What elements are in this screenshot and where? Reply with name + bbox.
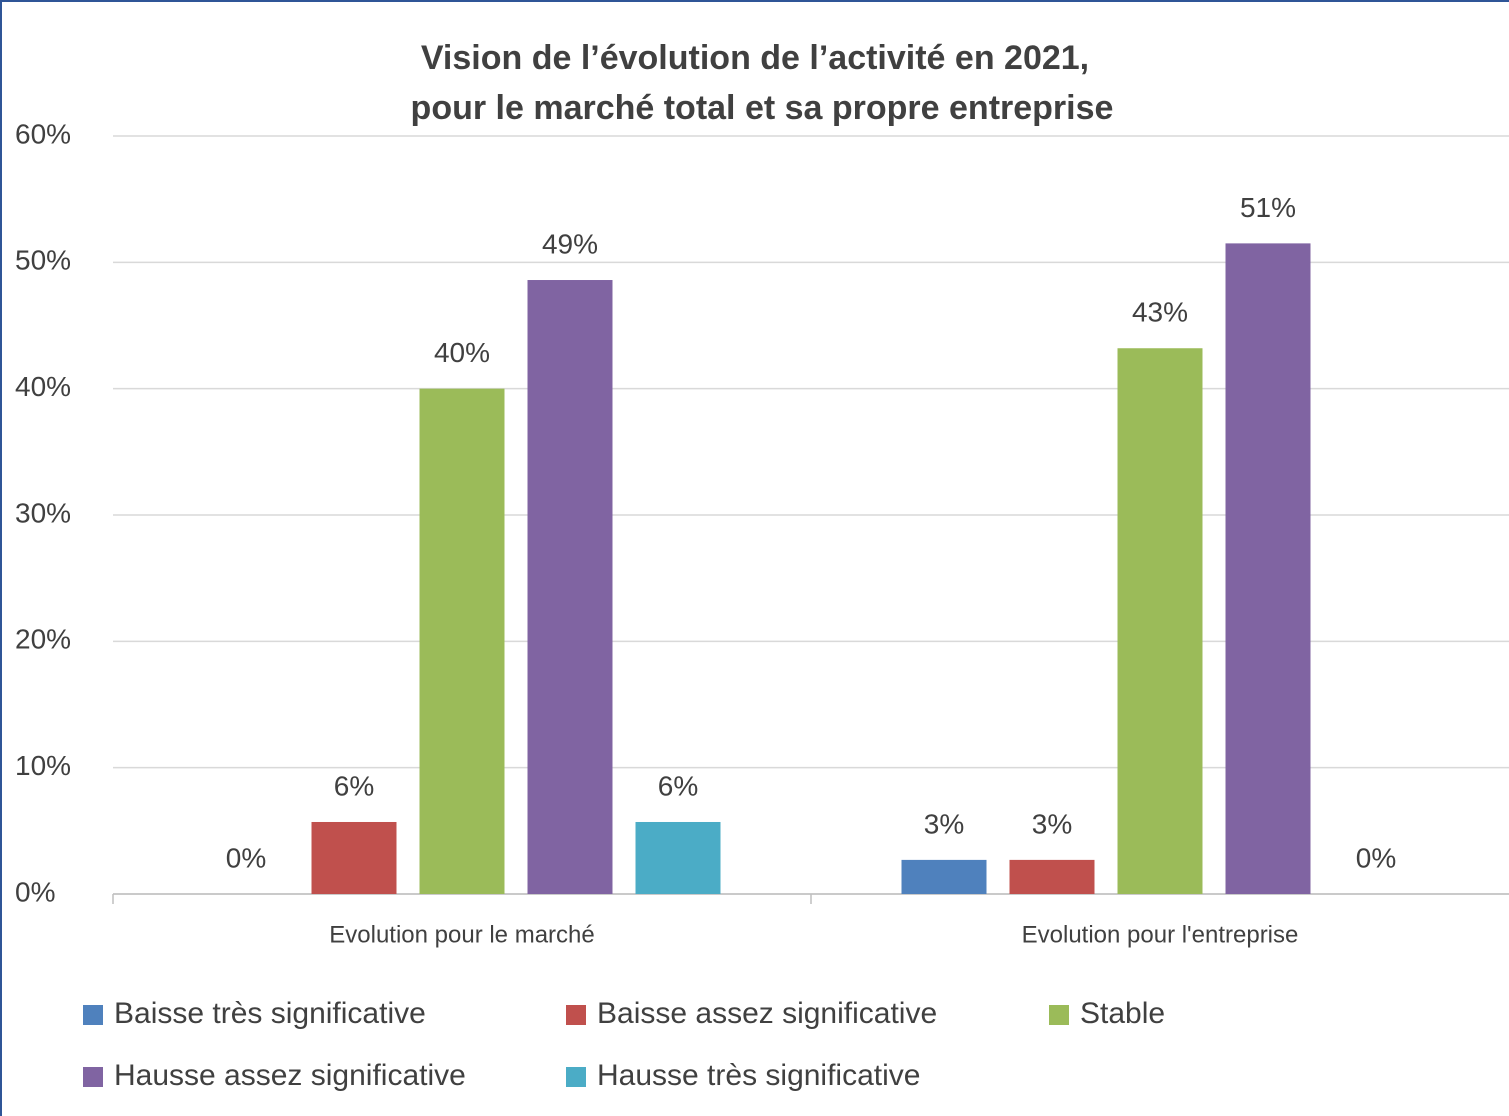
- data-label: 43%: [1132, 297, 1188, 328]
- data-label: 49%: [542, 228, 598, 259]
- bar: [1117, 348, 1203, 894]
- x-tick-label: Evolution pour le marché: [329, 921, 594, 948]
- y-tick-label: 20%: [15, 624, 71, 655]
- data-label: 6%: [658, 770, 698, 801]
- y-tick-label: 50%: [15, 245, 71, 276]
- data-label: 3%: [1032, 808, 1072, 839]
- legend-swatch: [566, 1067, 586, 1087]
- data-label: 51%: [1240, 192, 1296, 223]
- legend-label: Baisse très significative: [114, 997, 426, 1030]
- data-label: 40%: [434, 337, 490, 368]
- legend-label: Baisse assez significative: [597, 997, 937, 1030]
- chart-title: Vision de l’évolution de l’activité en 2…: [421, 39, 1089, 77]
- bar: [1009, 859, 1095, 894]
- bar: [635, 821, 721, 894]
- bar: [901, 859, 987, 894]
- y-tick-label: 0%: [15, 876, 55, 907]
- legend-swatch: [1049, 1005, 1069, 1025]
- x-tick-label: Evolution pour l'entreprise: [1022, 921, 1299, 948]
- y-tick-label: 30%: [15, 497, 71, 528]
- chart-title: pour le marché total et sa propre entrep…: [411, 89, 1114, 127]
- legend-label: Stable: [1080, 997, 1165, 1030]
- legend-label: Hausse très significative: [597, 1059, 920, 1092]
- bar: [419, 388, 505, 894]
- data-label: 0%: [1356, 842, 1396, 873]
- data-label: 3%: [924, 808, 964, 839]
- legend-swatch: [83, 1067, 103, 1087]
- legend-label: Hausse assez significative: [114, 1059, 466, 1092]
- bar: [1225, 243, 1311, 895]
- bar: [527, 280, 613, 894]
- data-label: 0%: [226, 842, 266, 873]
- data-label: 6%: [334, 770, 374, 801]
- y-tick-label: 10%: [15, 750, 71, 781]
- y-tick-label: 60%: [15, 118, 71, 149]
- legend-swatch: [566, 1005, 586, 1025]
- y-tick-label: 40%: [15, 371, 71, 402]
- legend-swatch: [83, 1005, 103, 1025]
- bar: [311, 821, 397, 894]
